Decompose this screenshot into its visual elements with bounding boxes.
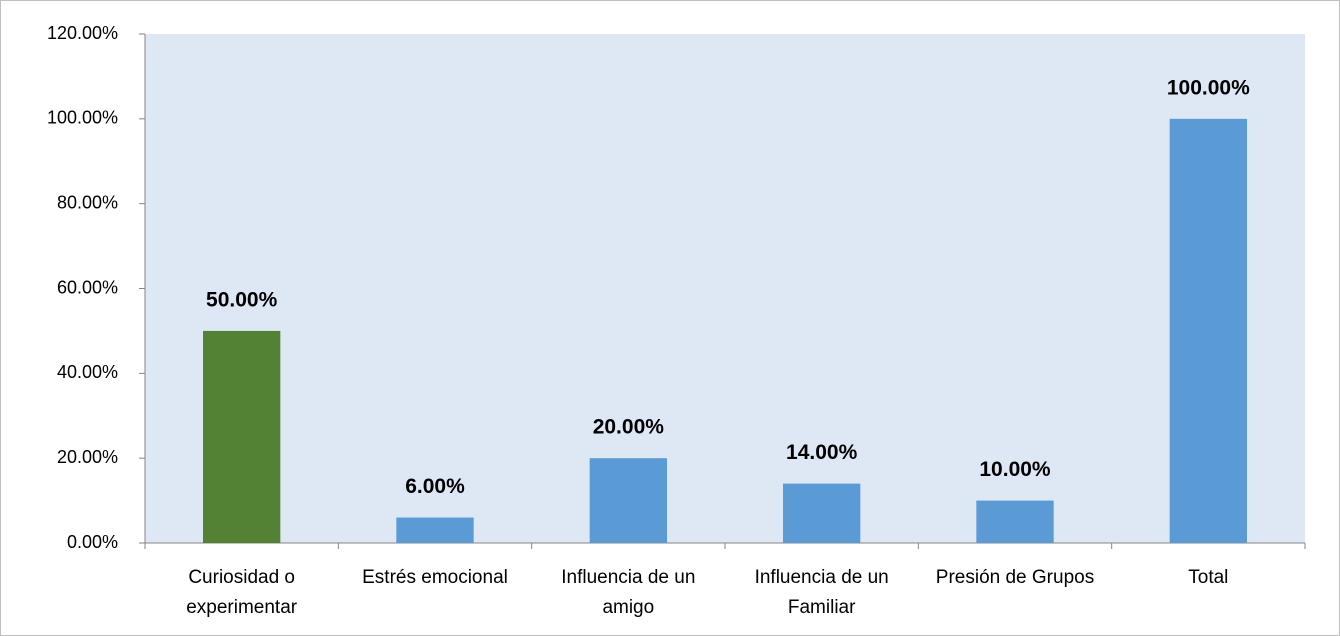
value-label: 10.00% xyxy=(979,458,1051,481)
bar xyxy=(589,458,667,543)
bar xyxy=(1169,118,1247,543)
bar xyxy=(976,500,1054,543)
y-tick-label: 80.00% xyxy=(57,192,118,212)
x-tick-label: Presión de Grupos xyxy=(935,567,1095,588)
value-label: 6.00% xyxy=(405,475,465,498)
x-tick-label: Influencia de un amigo xyxy=(561,567,696,618)
y-tick-label: 120.00% xyxy=(47,23,118,43)
x-tick-label: Influencia de un Familiar xyxy=(754,567,889,618)
value-label: 50.00% xyxy=(206,288,278,311)
y-tick-label: 0.00% xyxy=(67,532,118,552)
y-tick-label: 100.00% xyxy=(47,108,118,128)
bar xyxy=(203,330,281,543)
x-tick-label: Estrés emocional xyxy=(362,567,508,588)
x-tick-label: Curiosidad o experimentar xyxy=(186,567,298,618)
value-label: 20.00% xyxy=(593,416,665,439)
value-label: 100.00% xyxy=(1167,76,1250,99)
y-tick-label: 40.00% xyxy=(57,362,118,382)
bar xyxy=(783,483,861,543)
value-label: 14.00% xyxy=(786,441,858,464)
bar xyxy=(396,517,474,543)
x-tick-label: Total xyxy=(1188,567,1229,588)
y-tick-label: 20.00% xyxy=(57,447,118,467)
plot-area xyxy=(145,34,1305,543)
y-tick-label: 60.00% xyxy=(57,277,118,297)
